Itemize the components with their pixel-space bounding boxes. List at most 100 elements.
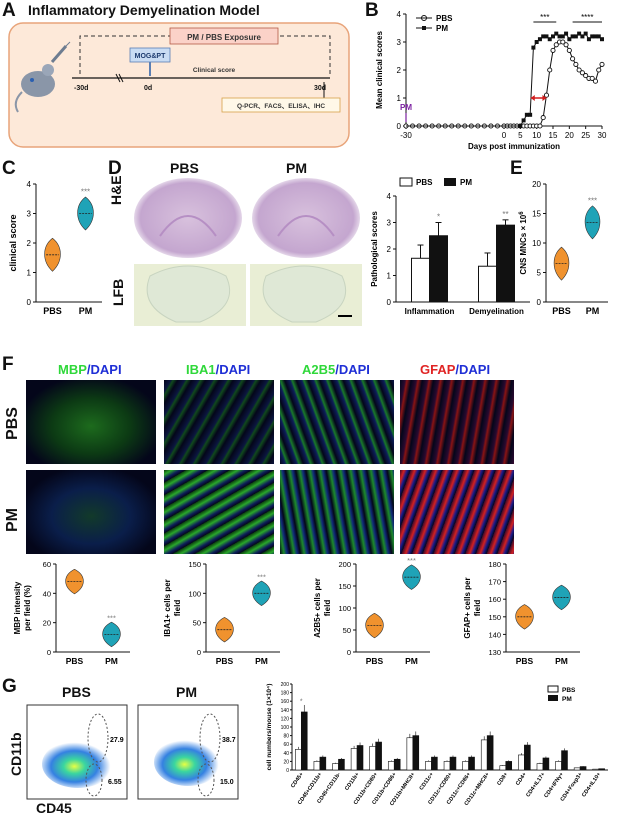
data-point-pbs: [563, 42, 569, 48]
data-point-pbs: [543, 92, 550, 98]
y-tick-label: 15: [532, 210, 541, 219]
legend-swatch-pm: [444, 178, 456, 186]
x-tick-label: PM: [586, 306, 600, 316]
data-point-pm: [518, 124, 523, 128]
a2b5-pbs-image: [280, 380, 394, 464]
assay-box: [221, 97, 341, 113]
y-tick-label: 10: [532, 239, 541, 248]
flow-cytometry-plots: 27.9 6.55 38.7 15.0: [26, 704, 239, 800]
iba1-pbs-image: [164, 380, 274, 464]
panel-label-b: B: [365, 0, 379, 21]
y-axis-label: Mean clinical scores: [375, 31, 384, 109]
y-tick-label: 0: [347, 648, 351, 657]
bar-pbs: [369, 746, 376, 771]
bar-pbs: [462, 761, 469, 771]
pm-exposure-marker: PM: [400, 103, 412, 112]
timeline-start: -30d: [74, 85, 88, 92]
stain-marker: A2B5: [302, 362, 336, 377]
panel-c-violin-chart: 0 1 2 3 4 PBS PM *** clinical score: [8, 180, 102, 316]
data-point-pbs: [576, 67, 582, 73]
y-tick-label: 1: [387, 272, 392, 281]
y-tick-label: 50: [193, 619, 201, 628]
x-tick-label: 0: [502, 131, 507, 140]
bar-pbs: [443, 761, 451, 771]
y-axis-label: A2B5+ cells per: [313, 578, 322, 638]
panel-label-c: C: [2, 158, 16, 179]
data-point-pbs: [599, 61, 605, 67]
data-point-pbs: [592, 78, 599, 84]
bar-pm: [431, 756, 438, 771]
panel-e-violin-chart: 0 5 10 15 20 PBS PM *** CNS MNCs × 106: [519, 180, 608, 316]
data-point-pbs: [537, 123, 543, 129]
bar-pm: [412, 735, 420, 771]
f-row-pbs: PBS: [4, 407, 21, 440]
flow-plot-pm: 38.7 15.0: [137, 704, 239, 800]
y-axis-label-line2: field: [173, 600, 182, 617]
histology-images: [134, 178, 362, 326]
category-label: Inflammation: [405, 307, 455, 316]
y-tick-label: 2: [27, 239, 32, 248]
panel-label-f: F: [2, 354, 14, 375]
data-point-pm: [551, 34, 555, 39]
mouse-icon: [14, 64, 55, 113]
he-pm-image: [252, 178, 360, 258]
y-tick-label: 120: [281, 716, 290, 722]
y-axis-label-line2: field: [323, 600, 332, 617]
y-tick-label: 200: [338, 560, 351, 569]
y-axis-label: Pathological scores: [370, 211, 379, 287]
panel-g-bar-chart: 0 20 40 60 80 100 120 140 160 180 200 cell numbers/…: [266, 682, 608, 807]
y-tick-label: 0: [27, 298, 32, 307]
data-point-pm: [573, 34, 578, 39]
significance-label: ***: [81, 188, 90, 197]
stain-label-a2b5: A2B5/DAPI: [302, 362, 370, 377]
x-tick-label: PBS: [216, 656, 234, 666]
bar-pm: [300, 711, 308, 771]
y-tick-label: 60: [283, 742, 289, 748]
data-point-pm: [537, 37, 542, 42]
bar-pm: [319, 756, 327, 771]
data-point-pm: [534, 40, 539, 44]
category-label: CD11b+: [344, 772, 361, 792]
bar-pbs: [411, 257, 430, 303]
g-flow-pm: PM: [176, 684, 197, 700]
data-point-pbs: [550, 47, 556, 53]
data-point-pbs: [547, 67, 553, 73]
data-point-pbs: [570, 56, 576, 62]
y-tick-label: 0: [397, 122, 402, 131]
y-tick-label: 3: [387, 219, 392, 228]
x-tick-label: PM: [555, 656, 568, 666]
panel-a-title: Inflammatory Demyelination Model: [28, 2, 260, 18]
panel-label-e: E: [510, 158, 523, 179]
stain-marker: GFAP: [420, 362, 456, 377]
y-tick-label: 150: [188, 560, 201, 569]
stain-dapi: /DAPI: [215, 362, 251, 377]
bar-pbs: [518, 754, 525, 771]
significance-label: ***: [257, 572, 266, 581]
bar-pbs: [387, 761, 395, 771]
y-axis-label-sup: 6: [519, 211, 525, 215]
y-tick-label: 100: [188, 589, 201, 598]
y-tick-label: 0: [47, 648, 51, 657]
model-box: [8, 22, 350, 148]
flow-pbs-hi: 27.9: [110, 737, 124, 744]
significance-label: *: [437, 213, 440, 222]
x-tick-label: PBS: [43, 306, 62, 316]
y-tick-label: 0: [197, 648, 201, 657]
data-point-pbs: [553, 42, 559, 48]
bar-pbs: [425, 761, 432, 771]
y-tick-label: 150: [338, 582, 351, 591]
flow-pm-lo: 15.0: [220, 779, 234, 786]
onset-arrow-right-head: [542, 95, 547, 101]
y-tick-label: 170: [488, 578, 501, 587]
y-tick-label: 100: [281, 725, 290, 731]
y-tick-label: 140: [281, 708, 290, 714]
data-point-pm: [600, 37, 604, 42]
stain-label-gfap: GFAP/DAPI: [420, 362, 490, 377]
data-point-pm: [547, 37, 552, 42]
y-tick-label: 3: [397, 38, 402, 47]
x-tick-label: 10: [532, 131, 541, 140]
legend-label-pbs: PBS: [562, 687, 576, 694]
y-tick-label: 20: [532, 180, 541, 189]
bar-pm: [356, 745, 364, 771]
violin-pbs: [553, 246, 570, 281]
